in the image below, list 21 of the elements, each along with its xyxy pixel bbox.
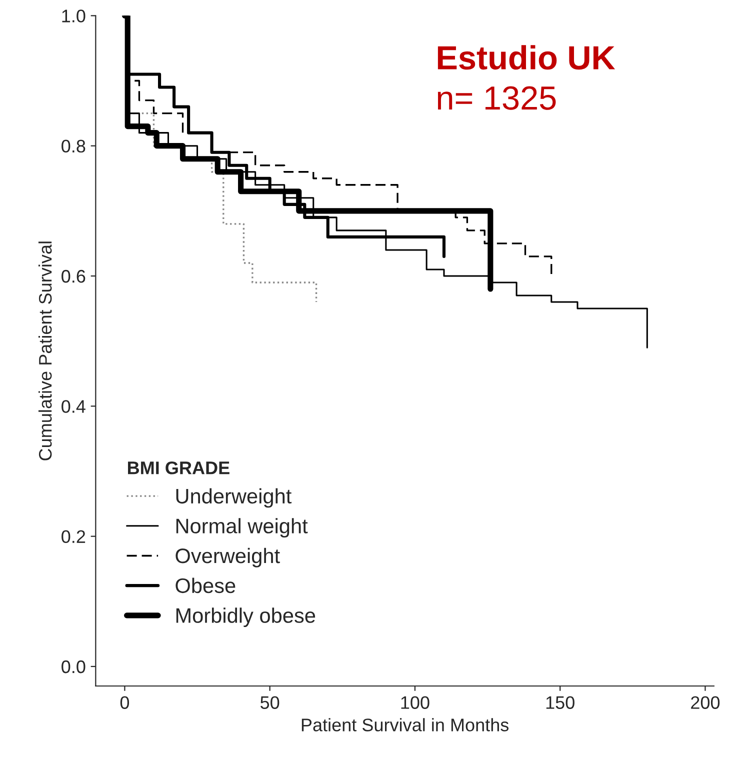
x-tick-label: 100	[401, 696, 430, 709]
x-tick-label: 150	[546, 696, 574, 709]
y-tick-label: 0.6	[62, 270, 86, 283]
annotation: n= 1325	[438, 86, 556, 110]
annotation: Estudio UK	[438, 45, 616, 70]
x-axis-title: Patient Survival in Months	[302, 718, 509, 732]
legend-title: BMI GRADE	[128, 461, 230, 474]
legend-label: Overweight	[176, 548, 280, 568]
x-tick-label: 50	[260, 696, 280, 709]
y-tick-label: 0.4	[62, 400, 86, 413]
y-tick-label: 0.0	[62, 660, 86, 674]
y-tick-label: 0.2	[62, 530, 86, 544]
x-tick-label: 0	[120, 696, 130, 709]
y-tick-label: 0.8	[62, 140, 86, 153]
legend-label: Normal weight	[176, 518, 308, 538]
y-tick-label: 1.0	[62, 10, 86, 22]
x-tick-label: 200	[691, 696, 720, 709]
legend-label: Morbidly obese	[176, 608, 316, 628]
y-axis-title: Cumulative Patient Survival	[38, 242, 52, 460]
legend-label: Obese	[176, 578, 236, 594]
legend-label: Underweight	[176, 488, 292, 508]
